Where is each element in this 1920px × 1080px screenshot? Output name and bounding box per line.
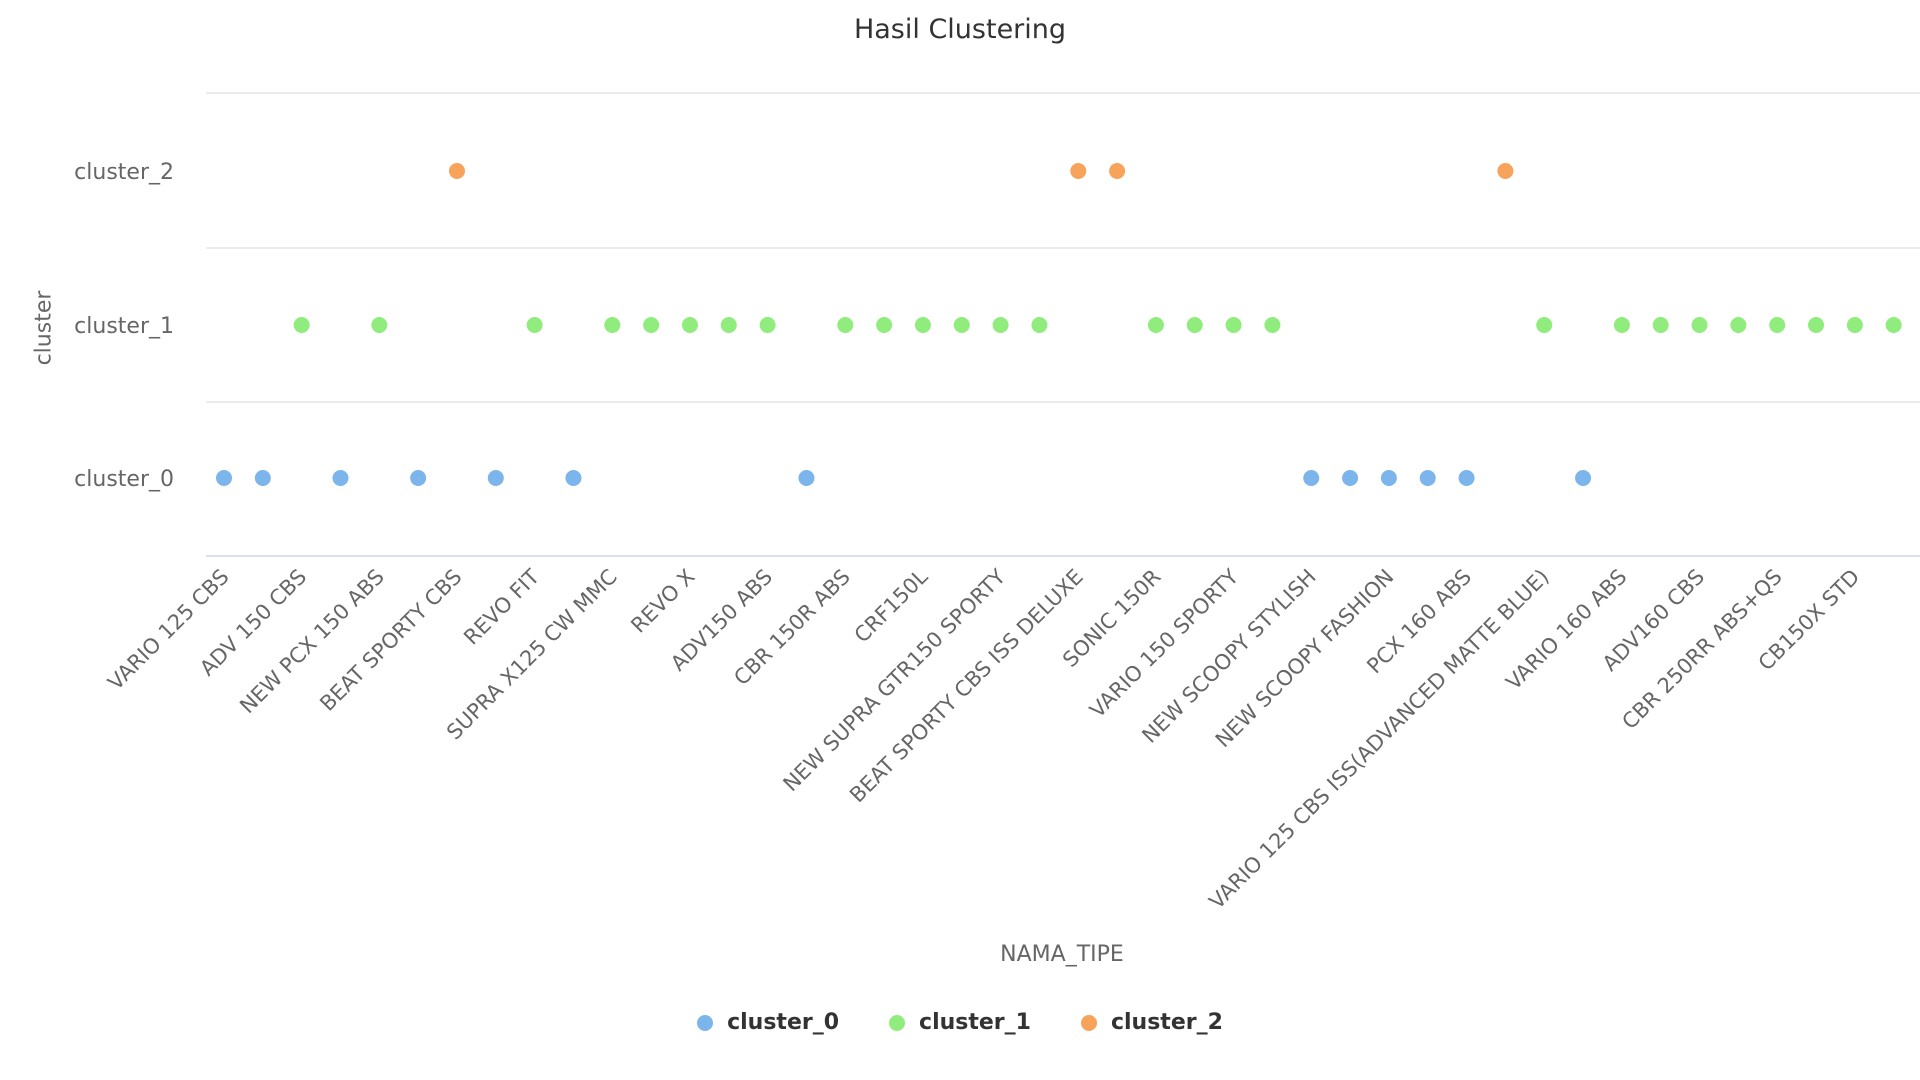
point-cluster_1[interactable] [1652, 317, 1669, 333]
point-cluster_1[interactable] [1885, 317, 1902, 333]
point-cluster_0[interactable] [565, 470, 582, 486]
point-cluster_1[interactable] [1846, 317, 1863, 333]
point-cluster_1[interactable] [526, 317, 543, 333]
point-cluster_1[interactable] [1536, 317, 1553, 333]
legend-label: cluster_0 [727, 1010, 840, 1035]
point-cluster_0[interactable] [1380, 470, 1397, 486]
legend-item-cluster_2[interactable]: cluster_2 [1080, 1010, 1223, 1035]
point-cluster_2[interactable] [1070, 163, 1087, 179]
point-cluster_0[interactable] [410, 470, 427, 486]
point-cluster_2[interactable] [1497, 163, 1514, 179]
point-cluster_1[interactable] [1613, 317, 1630, 333]
y-tick-labels: cluster_0 cluster_1 cluster_2 [74, 160, 174, 492]
point-cluster_0[interactable] [487, 470, 504, 486]
point-cluster_0[interactable] [1303, 470, 1320, 486]
x-tick-label: CBR 250RR ABS+QS [1617, 565, 1786, 734]
point-cluster_1[interactable] [1147, 317, 1164, 333]
x-tick-label: CRF150L [850, 564, 933, 647]
point-cluster_1[interactable] [1769, 317, 1786, 333]
point-cluster_1[interactable] [1264, 317, 1281, 333]
legend-item-cluster_0[interactable]: cluster_0 [697, 1010, 839, 1035]
point-cluster_1[interactable] [1186, 317, 1203, 333]
point-cluster_1[interactable] [604, 317, 621, 333]
point-cluster_1[interactable] [1225, 317, 1242, 333]
x-tick-label: VARIO 150 SPORTY [1085, 564, 1243, 722]
point-cluster_1[interactable] [1691, 317, 1708, 333]
legend-label: cluster_1 [919, 1010, 1031, 1035]
legend-marker-icon [1080, 1014, 1097, 1031]
point-cluster_1[interactable] [992, 317, 1009, 333]
point-cluster_0[interactable] [1342, 470, 1359, 486]
legend-marker-icon [697, 1014, 714, 1031]
point-cluster_1[interactable] [876, 317, 893, 333]
point-cluster_0[interactable] [1575, 470, 1592, 486]
chart-title: Hasil Clustering [853, 14, 1067, 45]
point-cluster_1[interactable] [643, 317, 660, 333]
point-cluster_0[interactable] [1419, 470, 1436, 486]
gridlines [206, 92, 1920, 557]
point-cluster_1[interactable] [953, 317, 970, 333]
point-cluster_1[interactable] [1031, 317, 1048, 333]
point-cluster_1[interactable] [837, 317, 854, 333]
legend: cluster_0 cluster_1 cluster_2 [0, 1010, 1920, 1035]
legend-item-cluster_1[interactable]: cluster_1 [889, 1010, 1031, 1035]
point-cluster_1[interactable] [1808, 317, 1825, 333]
x-axis-title: NAMA_TIPE [1000, 942, 1124, 967]
point-cluster_0[interactable] [798, 470, 815, 486]
point-cluster_1[interactable] [759, 317, 776, 333]
point-cluster_0[interactable] [254, 470, 271, 486]
point-cluster_1[interactable] [371, 317, 388, 333]
point-cluster_0[interactable] [332, 470, 349, 486]
point-cluster_1[interactable] [681, 317, 698, 333]
point-cluster_1[interactable] [720, 317, 737, 333]
y-tick-label: cluster_0 [74, 467, 174, 492]
legend-label: cluster_2 [1110, 1010, 1223, 1035]
x-tick-label: BEAT SPORTY CBS [315, 565, 466, 716]
x-tick-label: REVO X [626, 565, 699, 638]
point-cluster_1[interactable] [293, 317, 310, 333]
point-cluster_1[interactable] [914, 317, 931, 333]
point-cluster_2[interactable] [1109, 163, 1126, 179]
data-points [216, 163, 1902, 486]
y-tick-label: cluster_2 [74, 160, 174, 185]
y-tick-label: cluster_1 [74, 314, 174, 339]
point-cluster_1[interactable] [1730, 317, 1747, 333]
point-cluster_2[interactable] [448, 163, 465, 179]
x-tick-label: NEW PCX 150 ABS [235, 565, 389, 719]
point-cluster_0[interactable] [216, 470, 232, 486]
legend-marker-icon [889, 1014, 906, 1031]
point-cluster_0[interactable] [1458, 470, 1475, 486]
